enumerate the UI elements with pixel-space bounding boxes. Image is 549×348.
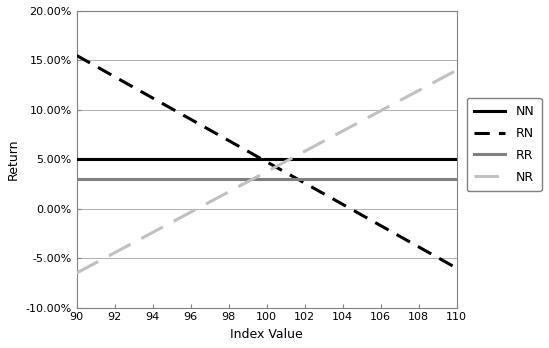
RN (149, 96, 156, 100)
NN (74, 157, 80, 161)
NR (453, 68, 460, 72)
Line: NR: NR (77, 70, 457, 273)
NN (149, 157, 156, 161)
NR (74, 271, 80, 275)
RN (187, 117, 194, 121)
RN (111, 74, 118, 79)
Y-axis label: Return: Return (7, 139, 20, 180)
Line: RN: RN (77, 55, 457, 268)
RR (225, 177, 232, 181)
RN (377, 223, 384, 228)
RR (301, 177, 308, 181)
RN (339, 202, 346, 206)
NR (377, 109, 384, 113)
RR (453, 177, 460, 181)
RR (264, 177, 270, 181)
NR (339, 129, 346, 133)
NN (453, 157, 460, 161)
RN (264, 160, 270, 164)
NR (111, 251, 118, 255)
RR (187, 177, 194, 181)
X-axis label: Index Value: Index Value (230, 328, 303, 341)
NN (339, 157, 346, 161)
RN (74, 53, 80, 57)
NR (301, 149, 308, 153)
RR (111, 177, 118, 181)
NR (415, 88, 422, 93)
NN (111, 157, 118, 161)
NN (187, 157, 194, 161)
NN (225, 157, 232, 161)
NR (187, 210, 194, 214)
NN (415, 157, 422, 161)
NR (264, 169, 270, 174)
NR (149, 230, 156, 235)
RN (225, 139, 232, 143)
RR (377, 177, 384, 181)
RN (453, 266, 460, 270)
RR (74, 177, 80, 181)
NR (225, 190, 232, 194)
RN (415, 245, 422, 249)
NN (377, 157, 384, 161)
RN (301, 181, 308, 185)
NN (264, 157, 270, 161)
Legend: NN, RN, RR, NR: NN, RN, RR, NR (467, 98, 542, 191)
RR (149, 177, 156, 181)
NN (301, 157, 308, 161)
RR (415, 177, 422, 181)
RR (339, 177, 346, 181)
